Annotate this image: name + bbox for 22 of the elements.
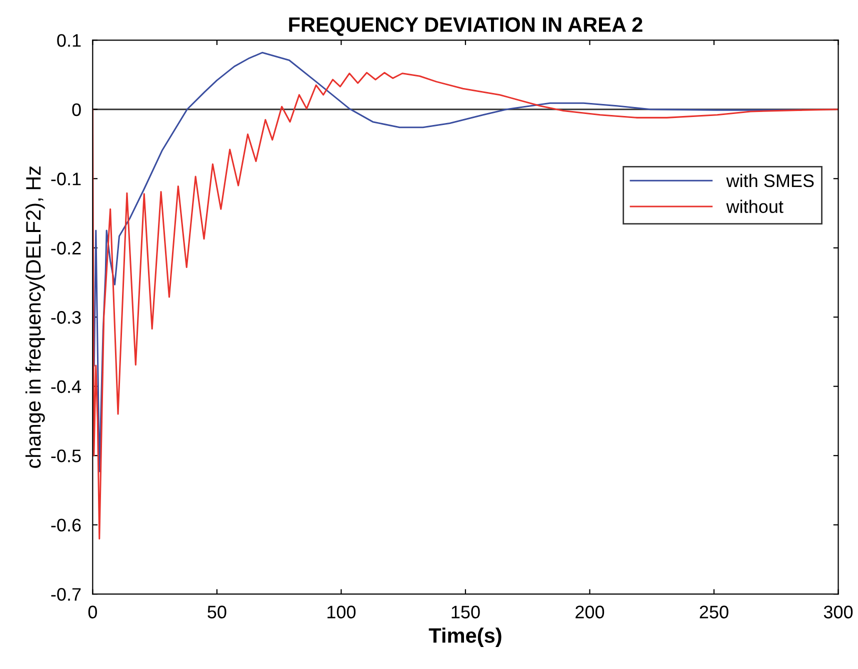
legend-label: without: [726, 200, 784, 214]
line-series: [92, 72, 838, 540]
legend-label: with SMES: [726, 174, 814, 188]
x-tick-label: 150: [452, 606, 480, 618]
x-tick-label: 0: [88, 606, 97, 618]
x-tick-label: 250: [700, 606, 728, 618]
y-tick-label: -0.4: [51, 380, 82, 394]
y-tick-label: 0: [72, 103, 81, 116]
x-tick-label: 300: [824, 606, 853, 618]
chart-title: FREQUENCY DEVIATION IN AREA 2: [289, 17, 642, 36]
y-tick-label: -0.1: [51, 172, 81, 186]
x-tick-label: 200: [576, 606, 604, 618]
x-axis-title: Time(s): [428, 628, 502, 647]
y-tick-label: -0.2: [51, 242, 81, 255]
x-tick-label: 100: [328, 606, 356, 618]
y-axis-title: change in frequency(DELF2), Hz: [25, 166, 45, 468]
y-tick-label: -0.3: [51, 311, 81, 324]
y-tick-label: -0.7: [51, 588, 81, 601]
y-tick-label: -0.5: [51, 450, 81, 462]
x-tick-label: 50: [208, 606, 226, 618]
y-tick-label: 0.1: [57, 34, 81, 47]
y-tick-label: -0.6: [51, 518, 81, 532]
